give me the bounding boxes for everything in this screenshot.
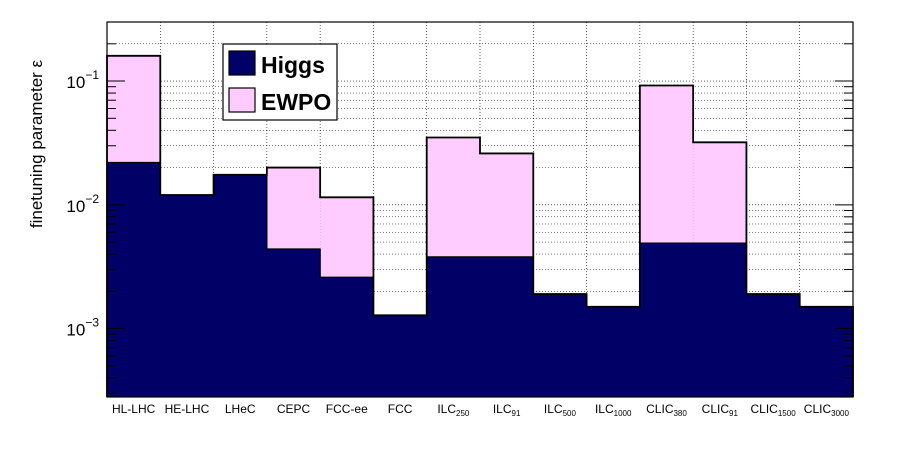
bar-higgs [373,315,428,397]
x-tick-label: CLIC380 [646,402,687,418]
bar-higgs [320,277,374,397]
x-tick-label: CLIC1500 [751,402,797,418]
bar-higgs [107,162,161,397]
axes [106,21,854,398]
bar-higgs [480,256,534,397]
bar-higgs [426,256,481,397]
x-tick-label: ILC500 [544,402,577,418]
bar-higgs [266,248,321,397]
x-tick-label: CLIC91 [702,402,739,418]
bar-higgs [160,195,215,397]
x-tick-label: ILC91 [493,402,521,418]
y-tick-label: 10−3 [66,316,99,340]
bar-higgs [693,243,747,397]
bar-higgs [799,306,854,397]
x-tick-label: ILC250 [437,402,470,418]
x-tick-label: HL-LHC [112,402,156,416]
x-tick-label: HE-LHC [165,402,210,416]
bar-higgs [586,306,641,397]
bar-higgs [639,243,694,397]
legend-label-higgs: Higgs [261,52,325,78]
legend-label-ewpo: EWPO [261,89,331,115]
bar-higgs [533,294,588,397]
legend-swatch-higgs [228,50,256,76]
x-tick-label: CLIC3000 [804,402,850,418]
y-tick-label: 10−1 [66,68,99,92]
legend-swatch-ewpo [228,87,256,113]
y-axis-label: finetuning parameter ε [27,59,46,228]
bar-higgs [213,174,268,397]
x-tick-label: FCC [388,402,413,416]
x-tick-label: LHeC [225,402,256,416]
bar-outlines [106,54,854,397]
y-tick-labels: 10−1 10−2 10−3 [66,68,99,340]
x-tick-label: FCC-ee [326,402,368,416]
x-category-labels: HL-LHC HE-LHC LHeC CEPC FCC-ee FCC ILC250 ILC91… [112,402,850,418]
plot-frame [106,21,854,398]
y-tick-label: 10−2 [66,192,99,216]
x-tick-label: ILC1000 [595,402,632,418]
higgs-bars [107,162,854,397]
bar-higgs [746,294,801,397]
legend: Higgs EWPO [222,43,338,121]
outline-higgs [106,161,854,397]
x-tick-label: CEPC [277,402,311,416]
